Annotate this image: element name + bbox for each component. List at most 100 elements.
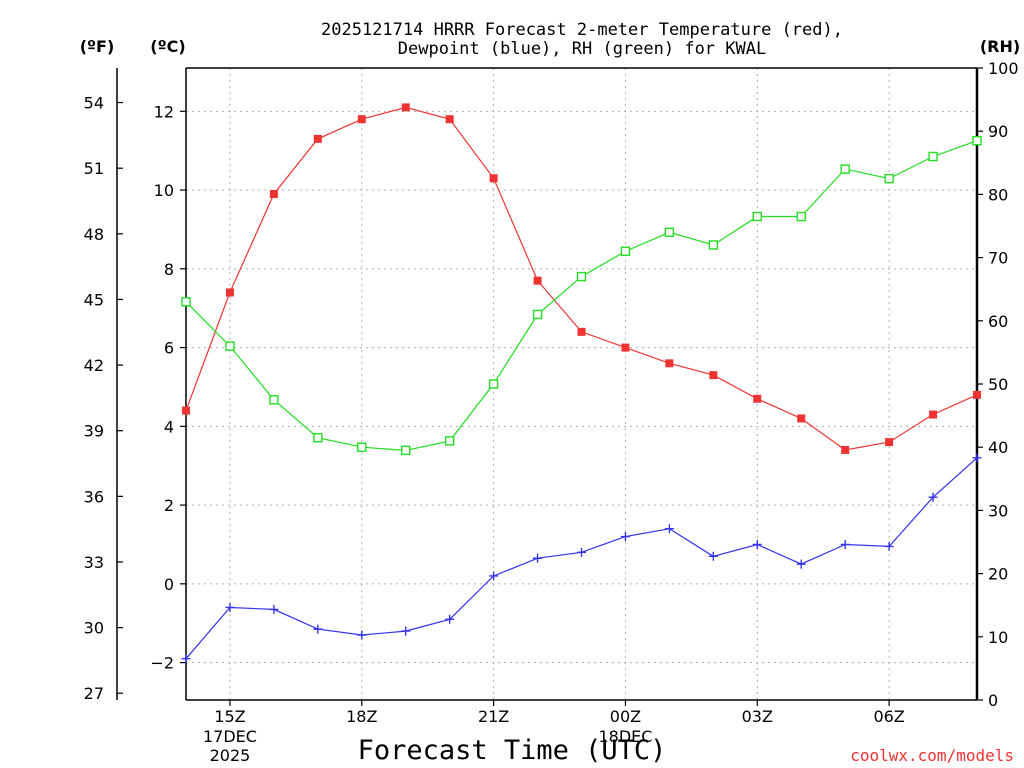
- rh-tick-label: 10: [988, 628, 1008, 647]
- series-temperature: [182, 103, 981, 454]
- rh-tick-label: 50: [988, 375, 1008, 394]
- fahrenheit-tick-label: 39: [84, 422, 104, 441]
- fahrenheit-tick-label: 48: [84, 225, 104, 244]
- temperature-point: [885, 438, 894, 447]
- dewpoint-point: [708, 551, 718, 561]
- dewpoint-point: [269, 604, 279, 614]
- fahrenheit-tick-label: 42: [84, 356, 104, 375]
- fahrenheit-tick-label: 30: [84, 619, 104, 638]
- dewpoint-point: [489, 571, 499, 581]
- dewpoint-line: [185, 457, 978, 660]
- temperature-point: [445, 115, 454, 124]
- plot-series: [181, 103, 982, 664]
- rh-point: [708, 240, 719, 250]
- temperature-point: [841, 445, 850, 454]
- rh-point: [576, 271, 587, 282]
- temperature-point: [489, 174, 498, 183]
- x-tick-date-label: 17DEC: [203, 727, 257, 746]
- x-tick-label: 00Z: [610, 707, 641, 726]
- dewpoint-point: [972, 453, 982, 463]
- dewpoint-point: [357, 630, 367, 640]
- temperature-point: [577, 327, 586, 336]
- tick-labels: −2 0 2 4 6 8 10 12 27 30 33 36 39 42 45 48 51 54 0 10 20 30 40…: [84, 59, 1019, 765]
- celsius-tick-label: 4: [164, 417, 174, 436]
- celsius-tick-label: −2: [150, 654, 174, 673]
- fahrenheit-tick-label: 36: [84, 487, 104, 506]
- rh-tick-label: 70: [988, 249, 1008, 268]
- x-tick-label: 03Z: [742, 707, 773, 726]
- series-rh: [181, 135, 982, 456]
- temperature-point: [269, 190, 278, 199]
- dewpoint-point: [752, 539, 762, 549]
- rh-tick-label: 30: [988, 501, 1008, 520]
- rh-tick-label: 0: [988, 691, 998, 710]
- x-tick-label: 18Z: [346, 707, 377, 726]
- dewpoint-point: [664, 524, 674, 534]
- rh-point: [181, 297, 191, 307]
- temperature-point: [753, 394, 762, 403]
- fahrenheit-tick-label: 33: [84, 553, 104, 572]
- celsius-tick-label: 6: [164, 339, 174, 358]
- fahrenheit-tick-label: 27: [84, 684, 104, 703]
- rh-point: [532, 309, 543, 320]
- rh-point: [357, 442, 367, 452]
- dewpoint-point: [313, 624, 323, 634]
- fahrenheit-tick-label: 45: [84, 290, 104, 309]
- rh-point: [796, 211, 806, 222]
- dewpoint-point: [620, 532, 630, 542]
- x-axis-title: Forecast Time (UTC): [358, 735, 667, 766]
- dewpoint-point: [533, 553, 543, 563]
- x-tick-label: 21Z: [478, 707, 509, 726]
- fahrenheit-unit-label: (ºF): [80, 37, 115, 56]
- temperature-point: [973, 390, 981, 399]
- dewpoint-point: [181, 654, 191, 664]
- rh-point: [664, 227, 675, 238]
- celsius-tick-label: 12: [154, 102, 174, 121]
- rh-tick-label: 60: [988, 312, 1008, 331]
- rh-tick-label: 20: [988, 565, 1008, 584]
- rh-tick-label: 90: [988, 122, 1008, 141]
- rh-line: [185, 140, 978, 452]
- dewpoint-point: [401, 626, 411, 636]
- rh-point: [444, 436, 455, 446]
- temperature-point: [225, 288, 234, 297]
- temperature-point: [401, 103, 410, 112]
- celsius-tick-label: 10: [154, 181, 174, 200]
- x-tick-date-label: 18DEC: [598, 727, 652, 746]
- dewpoint-point: [884, 541, 894, 551]
- temperature-point: [182, 406, 190, 415]
- series-dewpoint: [181, 453, 982, 664]
- rh-point: [488, 379, 499, 389]
- rh-point: [313, 433, 323, 443]
- grid: [186, 68, 977, 700]
- temperature-point: [313, 134, 322, 143]
- rh-point: [840, 164, 850, 174]
- rh-point: [928, 151, 938, 162]
- credit-text: coolwx.com/models: [850, 746, 1014, 765]
- dewpoint-point: [577, 547, 586, 557]
- temperature-point: [709, 371, 718, 380]
- dewpoint-point: [840, 539, 850, 549]
- rh-point: [269, 395, 279, 405]
- rh-point: [620, 246, 631, 256]
- fahrenheit-tick-label: 54: [84, 94, 104, 113]
- axes: [116, 67, 983, 706]
- rh-point: [752, 211, 762, 222]
- celsius-unit-label: (ºC): [150, 37, 185, 56]
- rh-tick-label: 100: [988, 59, 1019, 78]
- x-tick-year-label: 2025: [210, 746, 251, 765]
- dewpoint-point: [225, 602, 235, 612]
- rh-unit-label: (RH): [980, 37, 1020, 56]
- dewpoint-point: [796, 559, 806, 569]
- fahrenheit-tick-label: 51: [84, 159, 104, 178]
- temperature-point: [357, 115, 366, 124]
- dewpoint-point: [445, 614, 455, 624]
- temperature-point: [665, 359, 674, 368]
- rh-point: [225, 341, 235, 351]
- temperature-point: [929, 410, 938, 419]
- dewpoint-point: [928, 492, 938, 502]
- temperature-point: [621, 343, 630, 352]
- celsius-tick-label: 2: [164, 496, 174, 515]
- temperature-point: [797, 414, 806, 423]
